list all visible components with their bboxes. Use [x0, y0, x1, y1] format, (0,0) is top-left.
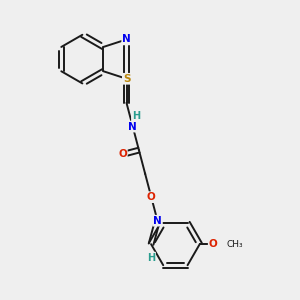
Text: O: O [147, 192, 156, 202]
Text: H: H [132, 111, 140, 121]
Text: CH₃: CH₃ [226, 240, 243, 249]
Text: S: S [123, 74, 130, 84]
Text: O: O [118, 149, 127, 160]
Text: N: N [122, 34, 131, 44]
Text: O: O [209, 239, 218, 249]
Text: N: N [153, 216, 162, 226]
Text: H: H [147, 253, 155, 262]
Text: N: N [128, 122, 137, 132]
